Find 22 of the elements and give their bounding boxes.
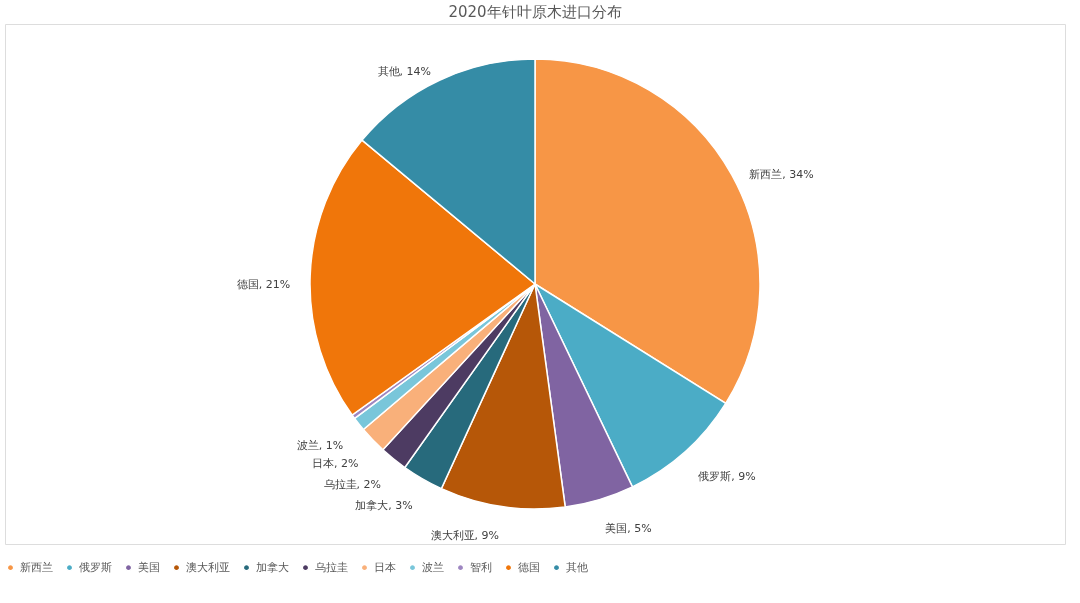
legend-label: 乌拉圭 <box>315 560 348 574</box>
data-label: 加拿大, 3% <box>355 499 413 513</box>
chart-title: 2020年针叶原木进口分布 <box>448 3 622 21</box>
legend-label: 澳大利亚 <box>186 560 230 574</box>
legend-label: 智利 <box>470 560 492 574</box>
data-label: 其他, 14% <box>377 65 431 79</box>
legend-label: 美国 <box>138 560 160 574</box>
legend-label: 俄罗斯 <box>79 560 112 574</box>
data-label: 日本, 2% <box>311 456 359 470</box>
legend-label: 日本 <box>374 560 396 574</box>
legend-label: 其他 <box>566 560 588 574</box>
data-label: 乌拉圭, 2% <box>323 477 382 491</box>
legend-label: 德国 <box>518 560 540 574</box>
data-label: 德国, 21% <box>236 278 291 292</box>
data-label: 波兰, 1% <box>296 439 344 453</box>
data-label: 澳大利亚, 9% <box>430 529 500 543</box>
data-label: 俄罗斯, 9% <box>698 469 756 483</box>
legend-label: 新西兰 <box>20 560 53 574</box>
data-label: 美国, 5% <box>605 521 652 535</box>
data-label: 新西兰, 34% <box>749 168 814 182</box>
legend-label: 波兰 <box>422 560 444 574</box>
legend-label: 加拿大 <box>256 560 289 574</box>
